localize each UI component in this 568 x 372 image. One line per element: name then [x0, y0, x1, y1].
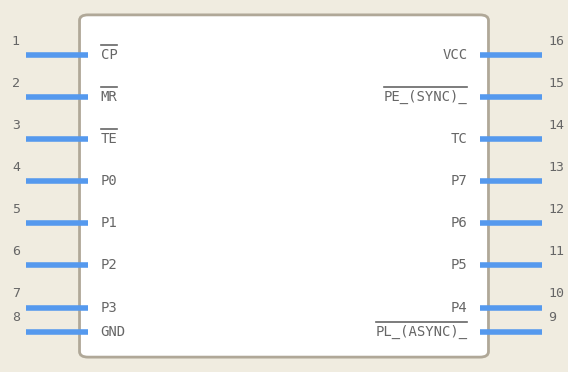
Text: 14: 14 — [548, 119, 564, 132]
Text: PL_(ASYNC)_: PL_(ASYNC)_ — [375, 325, 467, 339]
Text: P4: P4 — [451, 301, 467, 314]
Text: MR: MR — [101, 90, 117, 104]
Text: PE_(SYNC)_: PE_(SYNC)_ — [384, 90, 467, 104]
Text: 5: 5 — [12, 203, 20, 216]
Text: 15: 15 — [548, 77, 564, 90]
Text: TE: TE — [101, 132, 117, 146]
Text: 1: 1 — [12, 35, 20, 48]
Text: 16: 16 — [548, 35, 564, 48]
Text: P0: P0 — [101, 174, 117, 188]
Text: P6: P6 — [451, 217, 467, 230]
Text: 12: 12 — [548, 203, 564, 216]
Text: P1: P1 — [101, 217, 117, 230]
Text: 13: 13 — [548, 161, 564, 174]
Text: 7: 7 — [12, 287, 20, 300]
Text: 4: 4 — [12, 161, 20, 174]
Text: VCC: VCC — [442, 48, 467, 62]
Text: CP: CP — [101, 48, 117, 62]
Text: P5: P5 — [451, 259, 467, 272]
Text: GND: GND — [101, 325, 126, 339]
Text: 10: 10 — [548, 287, 564, 300]
Text: P3: P3 — [101, 301, 117, 314]
Text: 6: 6 — [12, 245, 20, 258]
Text: P2: P2 — [101, 259, 117, 272]
Text: 2: 2 — [12, 77, 20, 90]
FancyBboxPatch shape — [80, 15, 488, 357]
Text: 9: 9 — [548, 311, 556, 324]
Text: 8: 8 — [12, 311, 20, 324]
Text: 11: 11 — [548, 245, 564, 258]
Text: 3: 3 — [12, 119, 20, 132]
Text: P7: P7 — [451, 174, 467, 188]
Text: TC: TC — [451, 132, 467, 146]
